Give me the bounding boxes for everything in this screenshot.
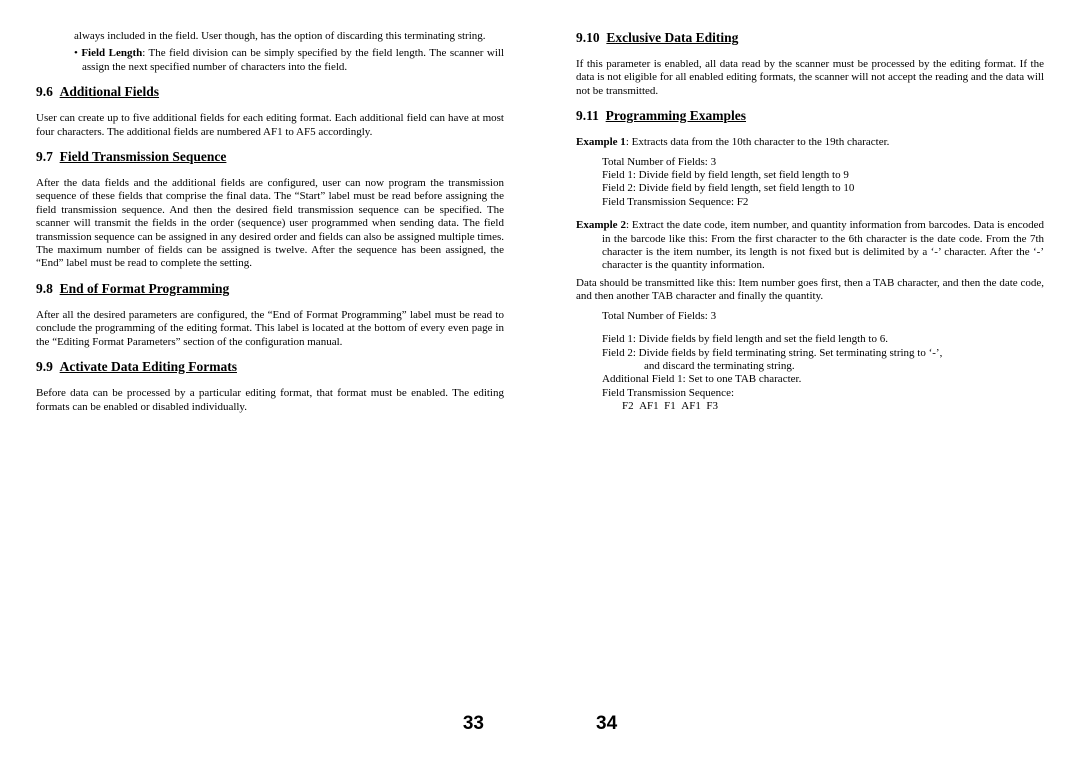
example-2-details: Total Number of Fields: 3 Field 1: Divid… xyxy=(602,310,1044,414)
heading-num: 9.10 xyxy=(576,30,600,45)
example-1-details: Total Number of Fields: 3 Field 1: Divid… xyxy=(602,156,1044,210)
example-2-text: : Extract the date code, item number, an… xyxy=(602,219,1044,271)
heading-9-11: 9.11 Programming Examples xyxy=(576,108,1044,124)
heading-num: 9.8 xyxy=(36,281,53,296)
para-9-10: If this parameter is enabled, all data r… xyxy=(576,58,1044,98)
heading-9-7: 9.7 Field Transmission Sequence xyxy=(36,149,504,165)
ex2-line: Total Number of Fields: 3 xyxy=(602,310,1044,323)
ex2-line: Additional Field 1: Set to one TAB chara… xyxy=(602,373,1044,386)
heading-title: Additional Fields xyxy=(60,84,159,99)
heading-title: Field Transmission Sequence xyxy=(60,149,227,164)
example-2-para2: Data should be transmitted like this: It… xyxy=(576,277,1044,304)
ex2-line: Field 2: Divide fields by field terminat… xyxy=(602,347,1044,360)
heading-num: 9.9 xyxy=(36,359,53,374)
heading-num: 9.7 xyxy=(36,149,53,164)
example-1-text: : Extracts data from the 10th character … xyxy=(626,136,890,148)
example-1-label: Example 1 xyxy=(576,136,626,148)
page-34: 9.10 Exclusive Data Editing If this para… xyxy=(540,0,1080,763)
para-9-6: User can create up to five additional fi… xyxy=(36,112,504,139)
heading-num: 9.11 xyxy=(576,108,599,123)
heading-title: End of Format Programming xyxy=(60,281,230,296)
heading-title: Programming Examples xyxy=(606,108,746,123)
bullet-field-length-text: : The field division can be simply speci… xyxy=(82,47,504,72)
ex1-line: Field 2: Divide field by field length, s… xyxy=(602,182,1044,195)
ex2-line: Field 1: Divide fields by field length a… xyxy=(602,333,1044,346)
ex1-line: Field 1: Divide field by field length, s… xyxy=(602,169,1044,182)
ex2-line-cont: and discard the terminating string. xyxy=(644,360,1044,373)
para-9-7: After the data fields and the additional… xyxy=(36,177,504,271)
bullet-field-length-label: Field Length xyxy=(81,47,142,59)
bullet-field-length: • Field Length: The field division can b… xyxy=(74,47,504,74)
heading-9-10: 9.10 Exclusive Data Editing xyxy=(576,30,1044,46)
heading-9-9: 9.9 Activate Data Editing Formats xyxy=(36,359,504,375)
page-number-left: 33 xyxy=(36,713,504,753)
heading-9-6: 9.6 Additional Fields xyxy=(36,84,504,100)
ex1-line: Total Number of Fields: 3 xyxy=(602,156,1044,169)
example-1: Example 1: Extracts data from the 10th c… xyxy=(576,136,1044,149)
intro-continuation: always included in the field. User thoug… xyxy=(74,30,504,43)
page-33: always included in the field. User thoug… xyxy=(0,0,540,763)
heading-num: 9.6 xyxy=(36,84,53,99)
para-9-9: Before data can be processed by a partic… xyxy=(36,387,504,414)
example-2: Example 2: Extract the date code, item n… xyxy=(576,219,1044,273)
para-9-8: After all the desired parameters are con… xyxy=(36,309,504,349)
example-2-label: Example 2 xyxy=(576,219,626,231)
heading-title: Exclusive Data Editing xyxy=(606,30,738,45)
heading-title: Activate Data Editing Formats xyxy=(60,359,237,374)
ex1-line: Field Transmission Sequence: F2 xyxy=(602,196,1044,209)
ex2-line: Field Transmission Sequence: xyxy=(602,387,1044,400)
page-number-right: 34 xyxy=(576,713,1044,753)
ex2-line-seq: F2 AF1 F1 AF1 F3 xyxy=(622,400,1044,413)
heading-9-8: 9.8 End of Format Programming xyxy=(36,281,504,297)
page-spread: always included in the field. User thoug… xyxy=(0,0,1080,763)
